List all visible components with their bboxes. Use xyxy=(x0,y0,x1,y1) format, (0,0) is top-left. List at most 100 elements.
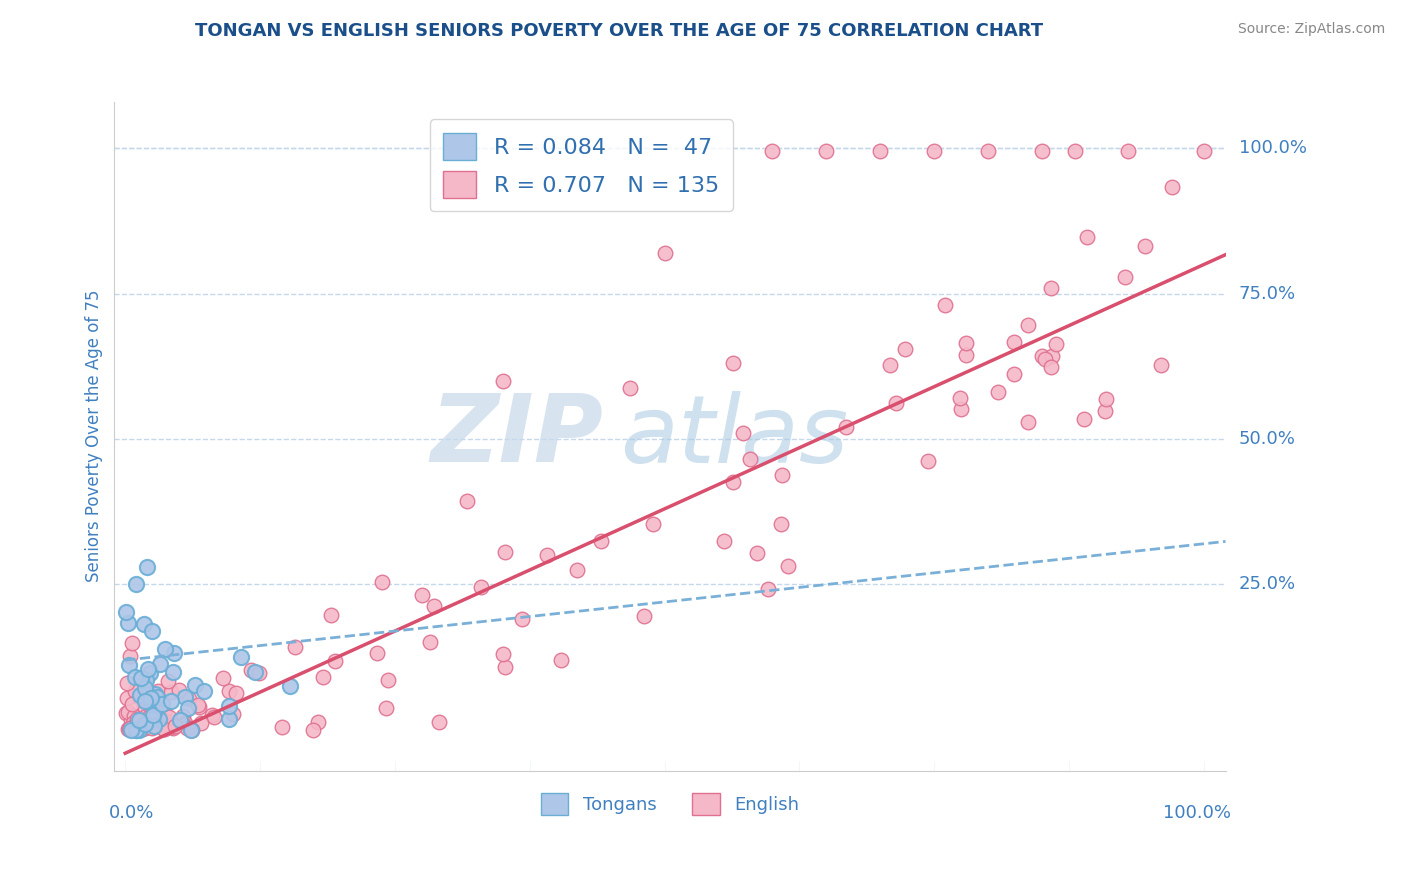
Point xyxy=(187,698,209,712)
Point xyxy=(153,722,176,736)
Point xyxy=(120,714,142,728)
Point xyxy=(225,686,247,700)
Point xyxy=(128,717,150,731)
Point xyxy=(193,684,215,698)
Point xyxy=(117,616,139,631)
Point xyxy=(202,710,225,724)
Point xyxy=(138,710,160,724)
Point xyxy=(128,714,150,729)
Point xyxy=(229,650,252,665)
Point xyxy=(176,721,198,735)
Point xyxy=(934,298,956,312)
Point xyxy=(745,546,768,560)
Point xyxy=(494,659,516,673)
Point xyxy=(565,564,588,578)
Point xyxy=(591,533,613,548)
Text: TONGAN VS ENGLISH SENIORS POVERTY OVER THE AGE OF 75 CORRELATION CHART: TONGAN VS ENGLISH SENIORS POVERTY OVER T… xyxy=(194,22,1043,40)
Point xyxy=(142,707,165,722)
Point xyxy=(143,703,166,717)
Point xyxy=(143,687,166,701)
Point xyxy=(721,356,744,370)
Point xyxy=(949,391,972,405)
Point xyxy=(127,712,149,726)
Point xyxy=(222,706,245,721)
Point xyxy=(135,708,157,723)
Point xyxy=(141,712,163,726)
Point xyxy=(955,348,977,362)
Point xyxy=(284,640,307,654)
Point xyxy=(180,723,202,737)
Point xyxy=(174,690,197,705)
Point xyxy=(167,682,190,697)
Point xyxy=(127,720,149,734)
Point xyxy=(1118,144,1140,158)
Point xyxy=(977,144,1000,158)
Point xyxy=(150,697,173,711)
Point xyxy=(201,707,224,722)
Point xyxy=(423,599,446,614)
Point xyxy=(1150,358,1173,372)
Point xyxy=(492,374,515,388)
Y-axis label: Seniors Poverty Over the Age of 75: Seniors Poverty Over the Age of 75 xyxy=(86,290,103,582)
Point xyxy=(924,144,946,158)
Point xyxy=(377,673,399,687)
Point xyxy=(1039,359,1062,374)
Point xyxy=(128,690,150,705)
Point xyxy=(307,715,329,730)
Text: 25.0%: 25.0% xyxy=(1239,575,1296,593)
Point xyxy=(125,722,148,736)
Point xyxy=(141,691,163,706)
Point xyxy=(124,683,146,698)
Point xyxy=(740,452,762,467)
Point xyxy=(148,657,170,671)
Point xyxy=(162,716,184,731)
Point xyxy=(157,674,180,689)
Point xyxy=(1017,318,1039,332)
Point xyxy=(1095,392,1118,406)
Point xyxy=(134,717,156,731)
Point xyxy=(131,671,153,685)
Point xyxy=(162,665,184,680)
Text: Source: ZipAtlas.com: Source: ZipAtlas.com xyxy=(1237,22,1385,37)
Point xyxy=(1073,412,1095,426)
Point xyxy=(135,560,157,574)
Point xyxy=(470,581,492,595)
Point xyxy=(118,721,141,735)
Point xyxy=(761,144,783,158)
Point xyxy=(124,670,146,684)
Point xyxy=(153,642,176,657)
Text: 50.0%: 50.0% xyxy=(1239,430,1296,448)
Point xyxy=(1031,144,1053,158)
Point xyxy=(1192,144,1215,158)
Point xyxy=(550,653,572,667)
Point xyxy=(177,701,200,715)
Text: 100.0%: 100.0% xyxy=(1239,139,1308,157)
Point xyxy=(190,715,212,730)
Point xyxy=(1160,180,1182,194)
Point xyxy=(139,665,162,680)
Point xyxy=(312,670,335,684)
Point xyxy=(134,693,156,707)
Text: 75.0%: 75.0% xyxy=(1239,285,1296,302)
Point xyxy=(128,714,150,728)
Point xyxy=(128,688,150,702)
Point xyxy=(141,624,163,638)
Point xyxy=(134,681,156,695)
Point xyxy=(894,342,917,356)
Point xyxy=(153,722,176,736)
Point xyxy=(134,716,156,731)
Point xyxy=(1017,416,1039,430)
Point xyxy=(713,533,735,548)
Point xyxy=(146,690,169,705)
Point xyxy=(132,698,155,713)
Point xyxy=(180,723,202,737)
Point xyxy=(120,723,142,737)
Point xyxy=(1045,337,1067,351)
Point xyxy=(184,678,207,692)
Point xyxy=(115,706,138,720)
Point xyxy=(1031,349,1053,363)
Point xyxy=(148,683,170,698)
Point xyxy=(1002,334,1025,349)
Point xyxy=(1133,239,1156,253)
Point xyxy=(139,710,162,724)
